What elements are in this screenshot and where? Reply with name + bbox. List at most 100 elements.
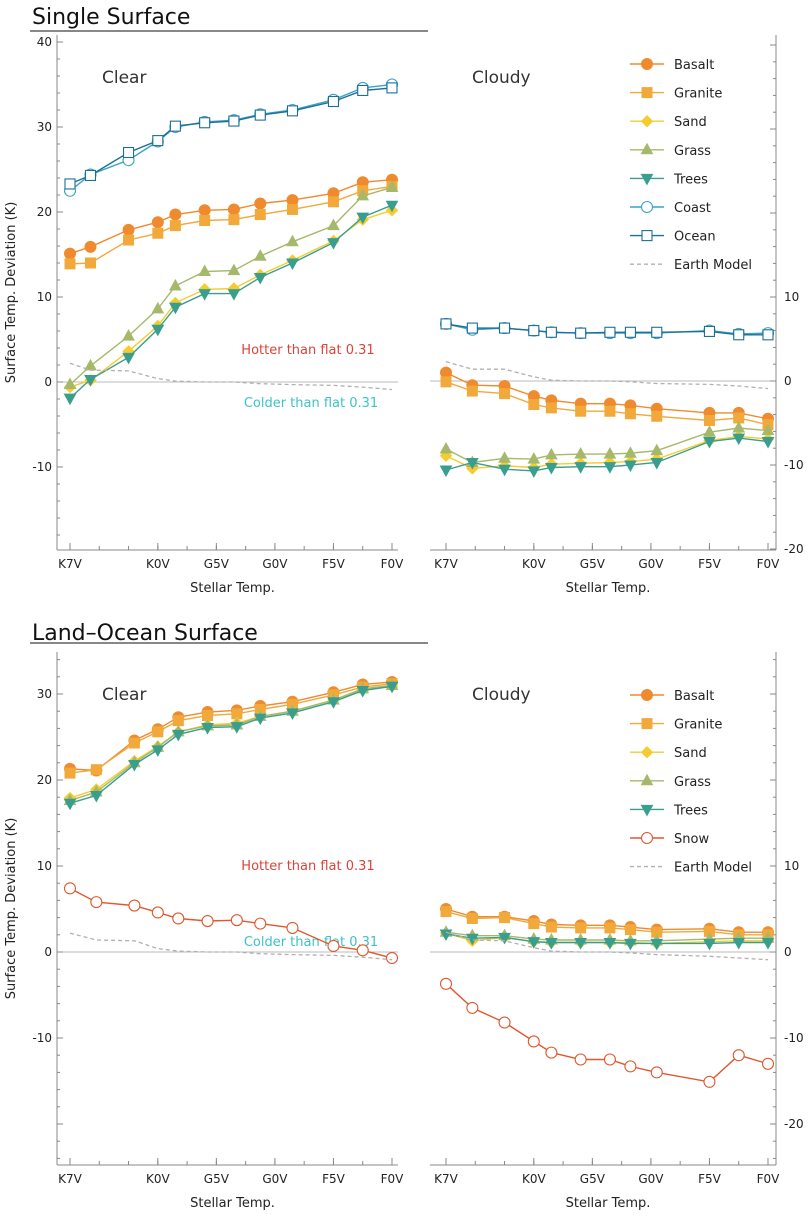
data-point-trees [761, 938, 775, 950]
data-point-ocean [604, 326, 616, 338]
data-point-grass [703, 425, 716, 437]
data-point-granite [604, 405, 616, 417]
y-tick-label: 20 [37, 205, 52, 219]
y-axis-title: Surface Temp. Deviation (K) [4, 818, 19, 1000]
y-tick-label: 0 [784, 945, 792, 959]
series-line-sand [69, 209, 393, 388]
legend-label: Coast [674, 201, 711, 216]
data-point-trees [385, 681, 399, 694]
data-point-trees [63, 393, 77, 406]
series-granite [440, 906, 774, 941]
data-point-granite [440, 376, 452, 388]
annotation-colder: Colder than flat 0.31 [244, 396, 378, 411]
data-point-snow [732, 1049, 745, 1062]
legend-marker-trees [640, 173, 654, 186]
data-point-ocean [733, 329, 745, 341]
series-ocean [440, 318, 774, 341]
series-line-earth-model [445, 361, 769, 390]
series-trees [439, 433, 775, 478]
data-point-trees [439, 465, 453, 478]
y-axis-title: Surface Temp. Deviation (K) [4, 202, 19, 384]
data-point-granite [64, 258, 76, 270]
series-line-snow [69, 887, 393, 959]
data-point-grass [63, 377, 77, 390]
x-tick-label: G0V [638, 1172, 664, 1186]
legend-label: Grass [674, 144, 711, 159]
data-point-basalt [151, 216, 164, 229]
y-tick-label: -10 [32, 1031, 52, 1045]
data-point-trees [650, 938, 664, 951]
x-tick-label: F0V [381, 557, 405, 571]
series-basalt [64, 173, 398, 260]
series-ocean [64, 82, 398, 190]
data-point-ocean [498, 322, 511, 334]
data-point-grass [385, 180, 399, 192]
data-point-ocean [466, 322, 478, 334]
data-point-trees [545, 938, 558, 950]
data-point-trees [327, 697, 340, 709]
legend-label: Trees [673, 172, 708, 187]
legend: Basalt Granite Sand Grass Trees Coast Ocean Ear… [630, 58, 752, 273]
data-point-granite [575, 922, 587, 934]
data-point-snow [545, 1046, 558, 1059]
data-point-trees [703, 436, 716, 449]
data-point-trees [286, 258, 299, 271]
data-point-trees [498, 932, 511, 945]
data-point-ocean [64, 178, 76, 190]
y-tick-label: 10 [37, 290, 52, 304]
data-point-granite [499, 912, 511, 924]
data-point-trees [227, 289, 241, 301]
data-point-snow [63, 882, 77, 895]
x-tick-label: K7V [58, 1172, 83, 1186]
series-line-grass [445, 427, 769, 464]
data-point-snow [201, 914, 214, 928]
data-point-ocean [199, 117, 211, 129]
data-point-granite [528, 918, 540, 930]
legend-label: Granite [674, 718, 722, 733]
legend-label: Granite [674, 87, 722, 102]
series-trees [63, 200, 399, 406]
data-point-basalt [169, 208, 182, 221]
series-line-trees [445, 933, 768, 945]
data-point-ocean [122, 146, 135, 159]
series-line-coast [69, 83, 393, 192]
legend-item-ocean: Ocean [630, 230, 716, 245]
data-point-trees [128, 760, 141, 772]
y-tick-label: 10 [37, 859, 52, 873]
legend-item-trees: Trees [630, 803, 708, 818]
data-point-trees [650, 457, 664, 470]
x-axis-title: Stellar Temp. [190, 581, 275, 596]
data-point-ocean [703, 325, 716, 337]
series-granite [64, 181, 398, 270]
data-point-ocean [152, 135, 164, 147]
data-point-grass [253, 249, 267, 261]
panel-label-cloudy: Cloudy [472, 68, 531, 88]
data-point-snow [574, 1053, 587, 1066]
data-point-trees [356, 686, 370, 698]
data-point-trees [527, 937, 541, 949]
data-point-snow [761, 1057, 775, 1070]
data-point-trees [624, 460, 637, 473]
x-tick-label: G5V [580, 557, 606, 571]
data-point-trees [327, 238, 340, 250]
data-point-grass [439, 442, 453, 454]
data-point-grass [650, 443, 664, 456]
legend-item-sand: Sand [630, 745, 707, 761]
series-line-ocean [69, 87, 393, 185]
legend-label: Earth Model [674, 861, 752, 876]
data-point-ocean [440, 318, 452, 330]
data-point-granite [128, 737, 140, 749]
data-point-grass [574, 447, 588, 459]
data-point-trees [201, 723, 214, 735]
data-point-basalt [254, 197, 267, 210]
data-point-trees [122, 352, 135, 365]
series-earth-model [69, 362, 393, 391]
legend-item-earth-model: Earth Model [630, 861, 752, 876]
panel-land-ocean-surface-cloudy: -20 -10 0 10 K7V K0V G5V G0V F5V F0V Stellar Temp.… [430, 652, 804, 1211]
data-point-trees [498, 464, 511, 477]
data-point-trees [545, 463, 558, 475]
legend-marker-sand [640, 114, 654, 128]
legend: Basalt Granite Sand Grass Trees Snow Earth Mod… [630, 689, 752, 876]
series-line-snow [445, 983, 769, 1083]
